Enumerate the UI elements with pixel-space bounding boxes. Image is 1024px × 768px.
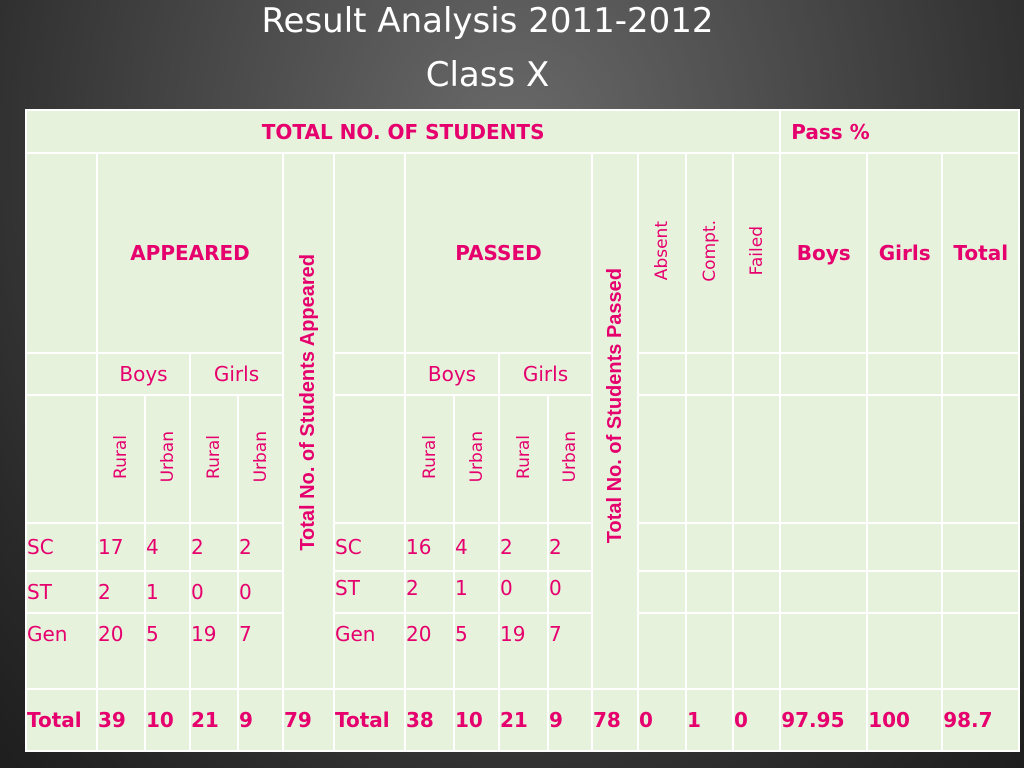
total-cell: 10 xyxy=(453,688,500,752)
total-cell: 39 xyxy=(96,688,146,752)
passed-header: PASSED xyxy=(404,152,593,354)
appeared-boys-header: Boys xyxy=(96,352,191,396)
total-students-header: TOTAL NO. OF STUDENTS xyxy=(24,109,782,154)
category-label: ST xyxy=(333,570,406,614)
table-row: ST 2 1 0 0 ST 2 1 0 0 xyxy=(25,570,1021,614)
blank-cell xyxy=(333,352,406,396)
value-cell: 1 xyxy=(144,570,191,614)
compt-header: Compt. xyxy=(685,152,734,354)
value-cell: 2 xyxy=(498,522,549,572)
appeared-girls-header: Girls xyxy=(189,352,284,396)
value-cell: 0 xyxy=(547,570,593,614)
value-cell: 2 xyxy=(404,570,455,614)
pass-boys-rural-header: Rural xyxy=(404,394,455,524)
totals-row: Total 39 10 21 9 79 Total 38 10 21 9 78 … xyxy=(25,688,1021,752)
value-cell: 0 xyxy=(237,570,284,614)
blank-cell xyxy=(25,394,98,524)
total-label: Total xyxy=(333,688,406,752)
value-cell: 17 xyxy=(96,522,146,572)
total-passed-value: 78 xyxy=(591,688,639,752)
value-cell: 7 xyxy=(547,612,593,690)
pass-boys-value: 97.95 xyxy=(779,688,869,752)
value-cell: 4 xyxy=(453,522,500,572)
value-cell: 4 xyxy=(144,522,191,572)
app-girls-rural-header: Rural xyxy=(189,394,239,524)
slide-title: Result Analysis 2011-2012 xyxy=(261,1,714,41)
total-passed-header: Total No. of Students Passed xyxy=(591,152,639,690)
pass-boys-urban-header: Urban xyxy=(453,394,500,524)
failed-value: 0 xyxy=(731,688,782,752)
value-cell: 0 xyxy=(189,570,239,614)
blank-cell xyxy=(25,152,98,354)
total-appeared-header: Total No. of Students Appeared xyxy=(282,152,335,690)
total-cell: 10 xyxy=(144,688,191,752)
total-cell: 21 xyxy=(189,688,239,752)
value-cell: 16 xyxy=(404,522,455,572)
table-row: Gen 20 5 19 7 Gen 20 5 19 7 xyxy=(25,612,1021,690)
absent-value: 0 xyxy=(637,688,687,752)
app-girls-urban-header: Urban xyxy=(237,394,284,524)
total-appeared-label: Total No. of Students Appeared xyxy=(297,254,319,551)
category-label: Gen xyxy=(333,612,406,690)
compt-value: 1 xyxy=(685,688,734,752)
result-table: TOTAL NO. OF STUDENTS Pass % APPEARED To… xyxy=(24,109,1021,752)
total-cell: 21 xyxy=(498,688,549,752)
total-passed-label: Total No. of Students Passed xyxy=(603,268,626,544)
total-appeared-value: 79 xyxy=(282,688,335,752)
failed-header: Failed xyxy=(731,152,782,354)
pass-total-value: 98.7 xyxy=(941,688,1021,752)
value-cell: 1 xyxy=(453,570,500,614)
table-row: SC 17 4 2 2 SC 16 4 2 2 xyxy=(25,522,1021,572)
category-label: SC xyxy=(25,522,98,572)
pass-percent-header: Pass % xyxy=(779,109,1021,154)
value-cell: 7 xyxy=(237,612,284,690)
value-cell: 5 xyxy=(144,612,191,690)
pass-boys-header: Boys xyxy=(779,152,869,354)
app-boys-urban-header: Urban xyxy=(144,394,191,524)
value-cell: 20 xyxy=(404,612,455,690)
category-label: ST xyxy=(25,570,98,614)
pass-girls-rural-header: Rural xyxy=(498,394,549,524)
appeared-header: APPEARED xyxy=(96,152,284,354)
value-cell: 2 xyxy=(547,522,593,572)
absent-header: Absent xyxy=(637,152,687,354)
app-boys-rural-header: Rural xyxy=(96,394,146,524)
value-cell: 0 xyxy=(498,570,549,614)
value-cell: 2 xyxy=(96,570,146,614)
passed-girls-header: Girls xyxy=(498,352,593,396)
total-cell: 9 xyxy=(237,688,284,752)
value-cell: 5 xyxy=(453,612,500,690)
value-cell: 20 xyxy=(96,612,146,690)
pass-girls-value: 100 xyxy=(866,688,944,752)
value-cell: 19 xyxy=(498,612,549,690)
pass-girls-urban-header: Urban xyxy=(547,394,593,524)
value-cell: 2 xyxy=(237,522,284,572)
pass-total-header: Total xyxy=(941,152,1021,354)
passed-boys-header: Boys xyxy=(404,352,500,396)
category-label: SC xyxy=(333,522,406,572)
blank-cell xyxy=(333,152,406,354)
total-cell: 9 xyxy=(547,688,593,752)
value-cell: 2 xyxy=(189,522,239,572)
total-cell: 38 xyxy=(404,688,455,752)
total-label: Total xyxy=(25,688,98,752)
slide-subtitle: Class X xyxy=(425,55,550,95)
pass-girls-header: Girls xyxy=(866,152,944,354)
blank-cell xyxy=(333,394,406,524)
blank-cell xyxy=(25,352,98,396)
value-cell: 19 xyxy=(189,612,239,690)
category-label: Gen xyxy=(25,612,98,690)
